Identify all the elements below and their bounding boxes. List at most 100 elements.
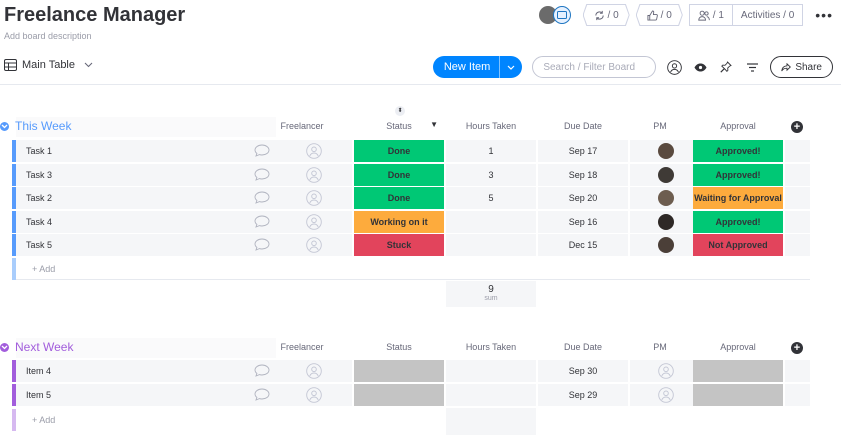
subscribers-avatars[interactable]	[538, 6, 571, 24]
new-item-button[interactable]: New Item	[432, 56, 523, 78]
table-row[interactable]: Item 4 Sep 30	[12, 360, 810, 382]
due-date-cell[interactable]: Dec 15	[538, 234, 628, 256]
chat-bubble-icon[interactable]	[254, 238, 270, 251]
item-name-cell[interactable]: Task 4	[16, 210, 276, 233]
item-name-cell[interactable]: Task 5	[16, 234, 276, 256]
empty-person-icon[interactable]	[658, 363, 674, 379]
due-date-cell[interactable]: Sep 17	[538, 140, 628, 162]
approval-cell[interactable]: Approved!	[693, 140, 783, 162]
add-item-label[interactable]: + Add	[32, 415, 56, 425]
approval-cell[interactable]: Not Approved	[693, 234, 783, 256]
due-date-cell[interactable]: Sep 16	[538, 210, 628, 233]
freelancer-cell[interactable]	[276, 383, 352, 406]
empty-person-icon[interactable]	[306, 363, 322, 379]
likes-button[interactable]: / 0	[635, 4, 683, 26]
status-cell[interactable]: Done	[354, 140, 444, 162]
group-title[interactable]: This Week	[0, 119, 71, 133]
person-filter-button[interactable]	[666, 59, 682, 75]
empty-person-icon[interactable]	[306, 213, 322, 230]
empty-person-icon[interactable]	[306, 237, 322, 253]
column-header-freelancer[interactable]: Freelancer	[280, 121, 324, 131]
hours-cell[interactable]	[446, 360, 536, 382]
updates-button[interactable]: / 0	[582, 4, 630, 26]
due-date-cell[interactable]: Sep 29	[538, 383, 628, 406]
status-cell[interactable]: Done	[354, 187, 444, 209]
hours-cell[interactable]	[446, 210, 536, 233]
due-date-cell[interactable]: Sep 20	[538, 187, 628, 209]
item-name-cell[interactable]: Item 4	[16, 360, 276, 382]
group-collapse-icon[interactable]	[0, 342, 9, 352]
activities-button[interactable]: Activities / 0	[731, 5, 802, 25]
item-name-cell[interactable]: Task 1	[16, 140, 276, 162]
freelancer-cell[interactable]	[276, 210, 352, 233]
pin-button[interactable]	[718, 59, 734, 75]
hours-cell[interactable]: 1	[446, 140, 536, 162]
column-header-due[interactable]: Due Date	[563, 342, 603, 352]
add-column-button[interactable]: +	[791, 121, 803, 133]
table-row[interactable]: Task 1 Done 1 Sep 17 Approved!	[12, 140, 810, 162]
due-date-cell[interactable]: Sep 30	[538, 360, 628, 382]
pm-cell[interactable]	[630, 187, 702, 209]
column-header-due[interactable]: Due Date	[563, 121, 603, 131]
table-row[interactable]: Item 5 Sep 29	[12, 383, 810, 406]
due-date-cell[interactable]: Sep 18	[538, 163, 628, 186]
item-name-cell[interactable]: Item 5	[16, 383, 276, 406]
pm-cell[interactable]	[630, 383, 702, 406]
chat-bubble-icon[interactable]	[254, 144, 270, 157]
pm-cell[interactable]	[630, 210, 702, 233]
column-header-pm[interactable]: PM	[653, 342, 667, 352]
empty-person-icon[interactable]	[658, 386, 674, 403]
freelancer-cell[interactable]	[276, 163, 352, 186]
column-header-hours[interactable]: Hours Taken	[465, 342, 517, 352]
search-input[interactable]: Search / Filter Board	[532, 56, 657, 78]
status-cell[interactable]	[354, 360, 444, 382]
approval-cell[interactable]	[693, 383, 783, 406]
pm-cell[interactable]	[630, 163, 702, 186]
chat-bubble-icon[interactable]	[254, 388, 270, 401]
hours-cell[interactable]: 3	[446, 163, 536, 186]
share-button[interactable]: Share	[770, 56, 833, 78]
approval-cell[interactable]	[693, 360, 783, 382]
pm-cell[interactable]	[630, 234, 702, 256]
approval-cell[interactable]: Waiting for Approval	[693, 187, 783, 209]
freelancer-cell[interactable]	[276, 234, 352, 256]
column-header-approval[interactable]: Approval	[720, 121, 756, 131]
table-row[interactable]: Task 3 Done 3 Sep 18 Approved!	[12, 163, 810, 186]
empty-person-icon[interactable]	[306, 386, 322, 403]
empty-person-icon[interactable]	[306, 166, 322, 183]
table-row[interactable]: Task 2 Done 5 Sep 20 Waiting for Approval	[12, 187, 810, 209]
column-header-freelancer[interactable]: Freelancer	[280, 342, 324, 352]
freelancer-cell[interactable]	[276, 140, 352, 162]
column-header-status[interactable]: Status ▼	[354, 120, 444, 131]
empty-person-icon[interactable]	[306, 143, 322, 159]
sort-column-icon[interactable]: ⬍	[395, 106, 405, 116]
table-row[interactable]: Task 5 Stuck Dec 15 Not Approved	[12, 234, 810, 256]
view-selector[interactable]: Main Table	[4, 59, 93, 71]
status-cell[interactable]	[354, 383, 444, 406]
column-header-hours[interactable]: Hours Taken	[465, 121, 517, 131]
hours-cell[interactable]: 5	[446, 187, 536, 209]
hours-cell[interactable]	[446, 234, 536, 256]
add-item-label[interactable]: + Add	[16, 258, 810, 280]
hours-cell[interactable]	[446, 383, 536, 406]
column-header-pm[interactable]: PM	[653, 121, 667, 131]
item-name-cell[interactable]: Task 3	[16, 163, 276, 186]
column-header-status[interactable]: Status	[386, 342, 412, 352]
members-button[interactable]: / 1	[690, 5, 732, 25]
sort-button[interactable]	[744, 59, 760, 75]
new-item-dropdown[interactable]	[499, 56, 522, 78]
board-description[interactable]: Add board description	[4, 31, 92, 41]
caret-down-icon[interactable]: ▼	[430, 120, 438, 129]
status-cell[interactable]: Working on it	[354, 210, 444, 233]
group-title[interactable]: Next Week	[0, 340, 73, 354]
freelancer-cell[interactable]	[276, 360, 352, 382]
chat-bubble-icon[interactable]	[254, 191, 270, 204]
chat-bubble-icon[interactable]	[254, 364, 270, 377]
chat-bubble-icon[interactable]	[254, 168, 270, 181]
board-title[interactable]: Freelance Manager	[4, 4, 186, 26]
hide-columns-button[interactable]	[692, 59, 708, 75]
approval-cell[interactable]: Approved!	[693, 210, 783, 233]
pm-cell[interactable]	[630, 140, 702, 162]
empty-person-icon[interactable]	[306, 190, 322, 206]
pm-cell[interactable]	[630, 360, 702, 382]
